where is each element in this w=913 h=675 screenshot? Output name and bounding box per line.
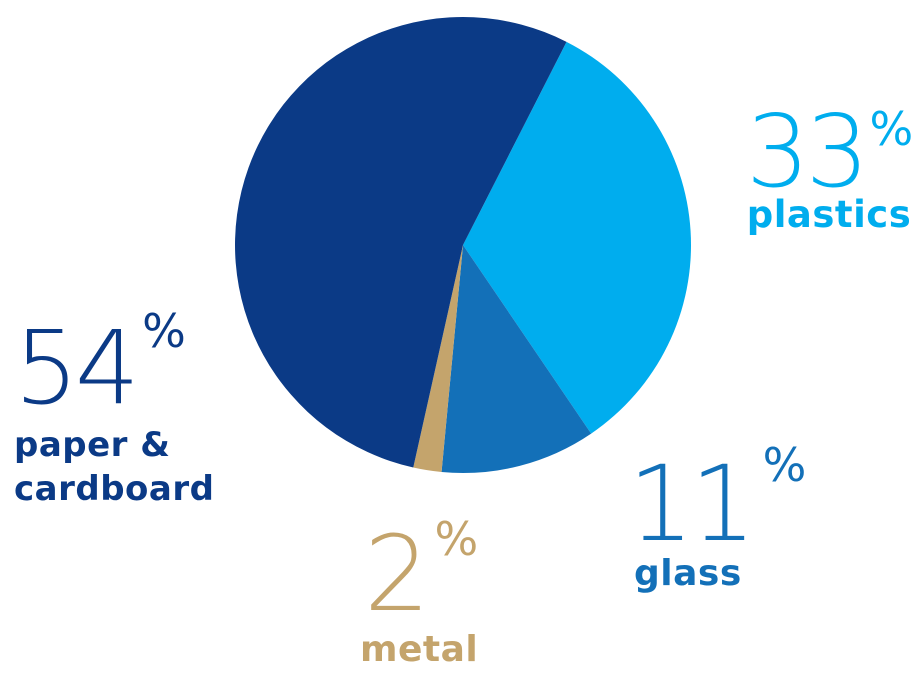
slice-callout-glass: 11 % glass	[628, 442, 806, 594]
pie-slice-paper-cardboard	[235, 17, 567, 468]
pie-slices	[235, 17, 691, 474]
slice-callout-metal: 2 % metal	[360, 513, 478, 670]
slice-label-paper-cardboard-line1: paper &	[14, 425, 171, 465]
slice-unit-paper-cardboard: %	[142, 304, 186, 358]
slice-unit-metal: %	[434, 512, 479, 566]
pie-slice-glass	[441, 245, 592, 474]
slice-label-plastics: plastics	[746, 193, 912, 236]
slice-value-glass: 11	[628, 443, 756, 565]
slice-label-glass: glass	[634, 553, 742, 594]
slice-label-paper-cardboard-line2: cardboard	[14, 469, 215, 510]
slice-callout-paper-cardboard: 54 % paper & cardboard	[14, 308, 215, 510]
slice-callout-plastics: 33 % plastics	[746, 93, 913, 236]
slice-value-paper-cardboard: 54	[14, 309, 140, 428]
slice-label-metal: metal	[360, 629, 479, 670]
slice-value-metal: 2	[364, 513, 430, 635]
slice-unit-plastics: %	[869, 102, 913, 156]
slice-unit-glass: %	[762, 438, 807, 492]
slice-value-plastics: 33	[746, 93, 869, 210]
pie-slice-plastics	[463, 41, 691, 434]
pie-slice-metal	[413, 245, 463, 472]
